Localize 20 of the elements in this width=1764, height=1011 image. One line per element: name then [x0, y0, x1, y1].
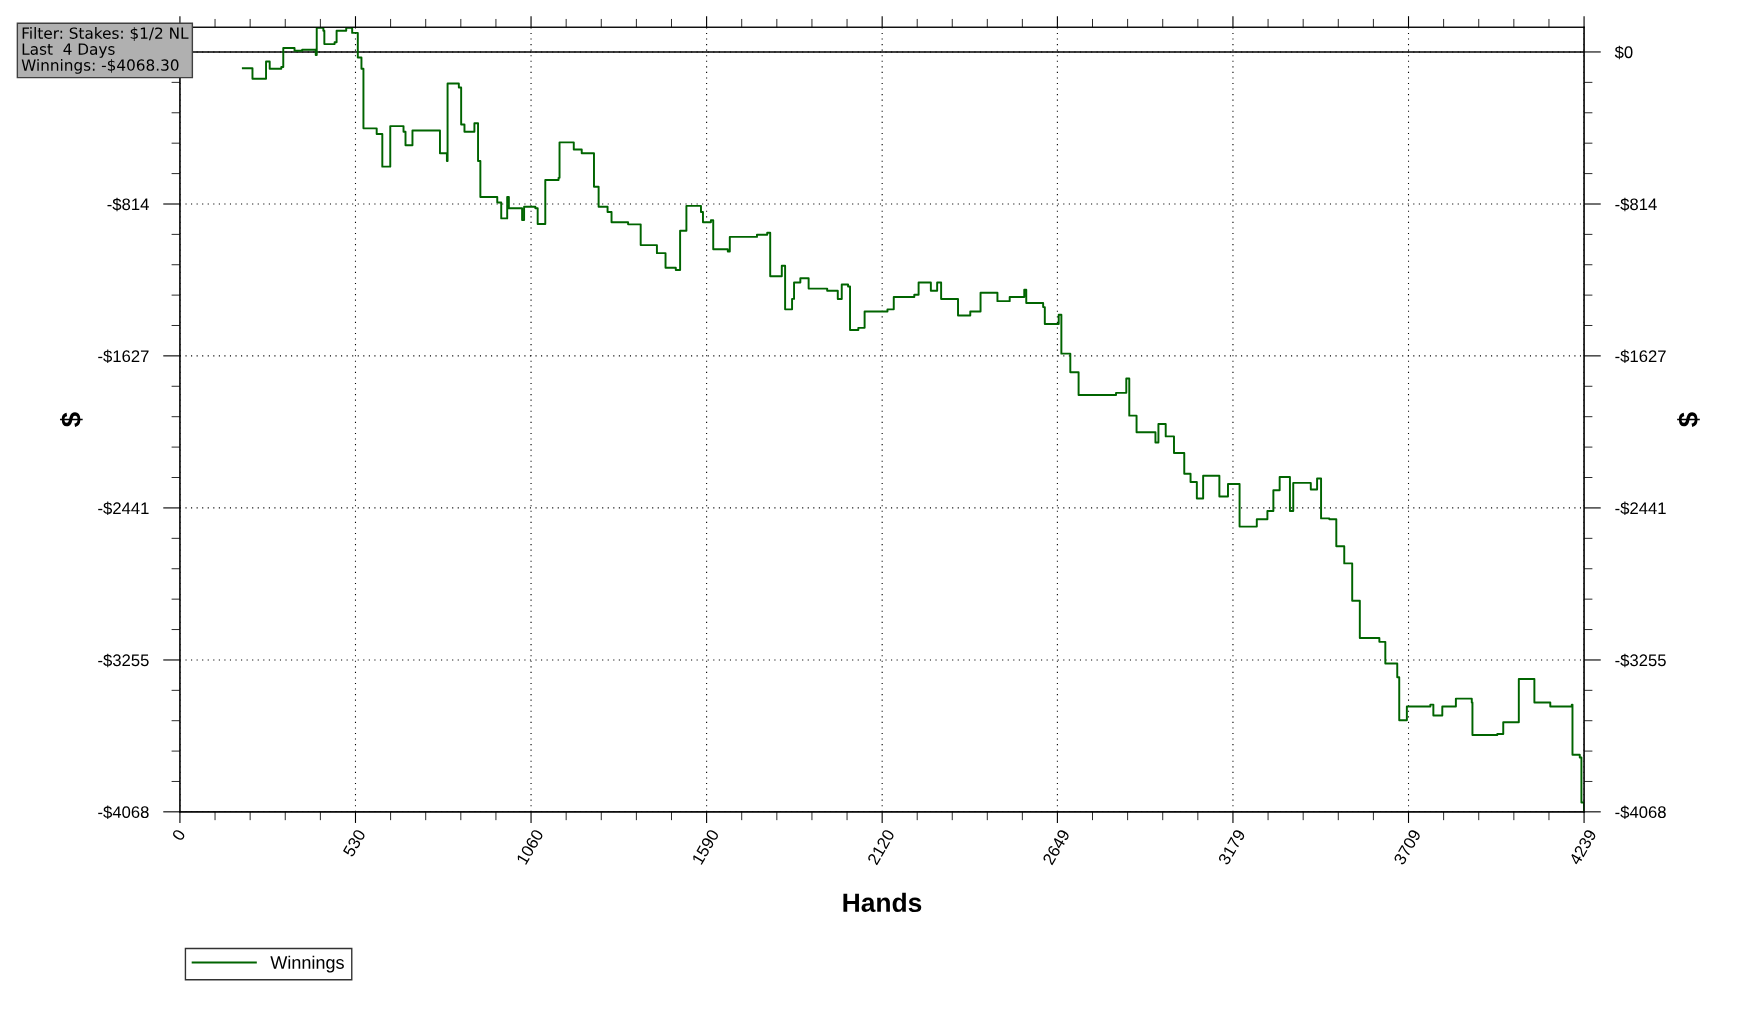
y2-tick-label: -$3255 — [1615, 653, 1666, 668]
text: Last 4 Days — [22, 43, 115, 58]
legend-label: Winnings — [270, 955, 344, 973]
y-tick-label: -$3255 — [98, 653, 149, 668]
y-tick-label: -$4068 — [98, 805, 149, 820]
y2-tick-label: $0 — [1614, 45, 1633, 60]
y-axis-title: $ — [59, 412, 83, 427]
x-axis-title: Hands — [843, 892, 922, 913]
x-tick-label: 0 — [171, 828, 186, 842]
y2-axis-title: $ — [1677, 412, 1700, 427]
y2-tick-label: -$814 — [1615, 197, 1657, 212]
y-tick-label: -$2441 — [98, 501, 149, 516]
text: Winnings: -$4068.30 — [21, 59, 179, 74]
y2-tick-label: -$2441 — [1615, 501, 1666, 516]
y-tick-label: -$814 — [107, 197, 149, 212]
y-tick-label: -$1627 — [98, 349, 149, 364]
annotation: Filter: Stakes: $1/2 NL — [22, 27, 189, 41]
y2-tick-label: -$4068 — [1615, 805, 1666, 820]
y2-tick-label: -$1627 — [1615, 349, 1666, 364]
x-tick-label: 530 — [342, 828, 366, 858]
